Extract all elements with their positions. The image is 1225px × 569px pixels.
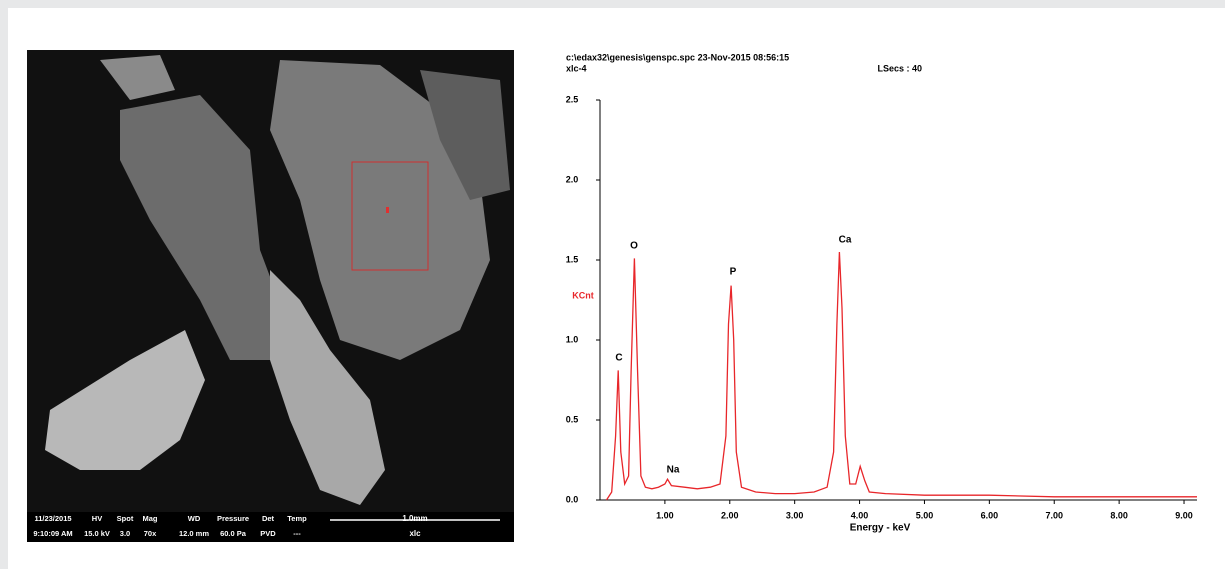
info-text: 70x [144, 529, 157, 538]
x-tick-label: 9.00 [1175, 510, 1193, 520]
x-tick-label: 7.00 [1045, 510, 1063, 520]
info-text: HV [92, 514, 102, 523]
y-tick-label: 1.5 [566, 254, 579, 264]
particle [100, 55, 175, 100]
info-text: Spot [117, 514, 134, 523]
y-axis-label: KCnt [572, 290, 594, 300]
peak-label: Na [667, 465, 680, 476]
x-tick-label: 1.00 [656, 510, 674, 520]
info-text: Pressure [217, 514, 249, 523]
x-tick-label: 8.00 [1110, 510, 1128, 520]
y-tick-label: 2.5 [566, 94, 579, 104]
info-text: 15.0 kV [84, 529, 110, 538]
particle [270, 60, 490, 360]
x-tick-label: 2.00 [721, 510, 739, 520]
info-text: 11/23/2015 [34, 514, 71, 523]
info-text: --- [293, 529, 301, 538]
particle [120, 95, 290, 360]
particle [45, 330, 205, 470]
analysis-region [351, 161, 429, 271]
x-tick-label: 3.00 [786, 510, 804, 520]
y-tick-label: 0.5 [566, 414, 579, 424]
x-tick-label: 6.00 [981, 510, 999, 520]
x-tick-label: 5.00 [916, 510, 934, 520]
spectrum-line [605, 251, 1197, 501]
info-text: 60.0 Pa [220, 529, 247, 538]
x-axis-label: Energy - keV [850, 523, 911, 534]
scale-label: 1.0mm [402, 514, 427, 523]
spectrum-sample: xlc-4 [566, 63, 587, 73]
peak-label: P [730, 267, 737, 278]
info-text: Temp [287, 514, 307, 523]
particle [420, 70, 510, 200]
info-text: Mag [143, 514, 158, 523]
peak-label: Ca [839, 235, 852, 246]
peak-label: C [615, 353, 622, 364]
sem-image: 11/23/2015 9:10:09 AM HV 15.0 kV Spot 3.0 Mag 7… [27, 50, 514, 542]
info-text: 9:10:09 AM [33, 529, 72, 538]
info-text: PVD [260, 529, 276, 538]
x-tick-label: 4.00 [851, 510, 869, 520]
y-tick-label: 2.0 [566, 174, 579, 184]
info-text: Det [262, 514, 275, 523]
info-text: WD [188, 514, 201, 523]
peak-label: O [630, 241, 638, 252]
info-text: 3.0 [120, 529, 130, 538]
y-tick-label: 1.0 [566, 334, 579, 344]
sample-name: xlc [409, 529, 421, 538]
info-bar [27, 512, 514, 542]
y-tick-label: 0.0 [566, 494, 579, 504]
region-marker [386, 207, 389, 213]
info-text: 12.0 mm [179, 529, 209, 538]
live-seconds: LSecs : 40 [877, 63, 922, 73]
spectrum-header: c:\edax32\genesis\genspc.spc 23-Nov-2015… [566, 52, 789, 62]
particle [270, 270, 385, 505]
info-group: 11/23/2015 9:10:09 AM HV 15.0 kV Spot 3.0 Mag 7… [33, 514, 307, 538]
